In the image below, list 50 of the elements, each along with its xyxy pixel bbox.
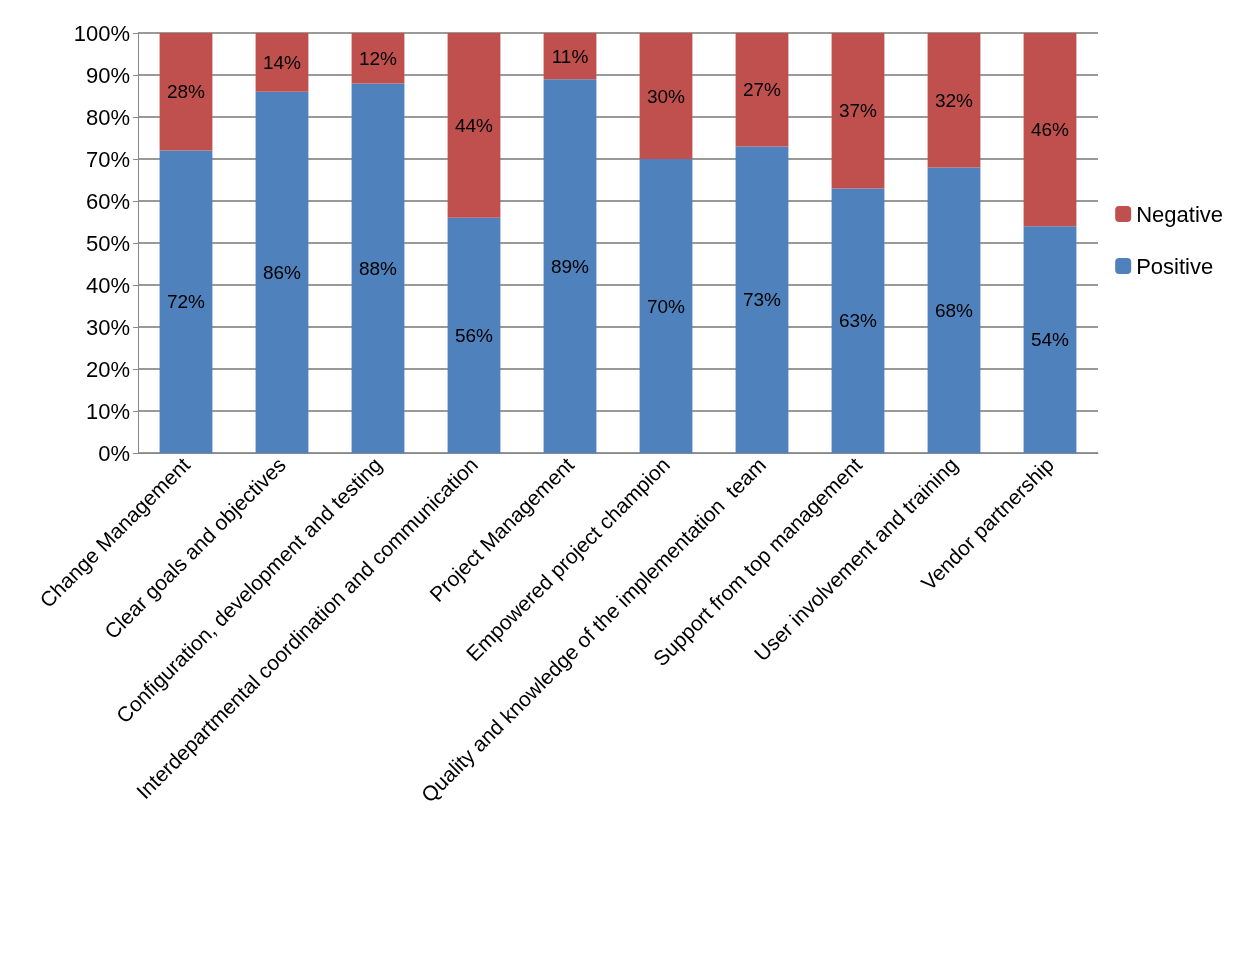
bar	[159, 33, 213, 151]
bar	[639, 159, 693, 453]
bar	[447, 33, 501, 218]
data-label: 44%	[454, 114, 494, 136]
data-label: 30%	[646, 85, 686, 107]
bar	[351, 83, 405, 453]
data-label: 37%	[838, 100, 878, 122]
data-label: 88%	[358, 257, 398, 279]
legend-label: Positive	[1136, 253, 1214, 279]
bar	[447, 217, 501, 453]
y-tick-label: 70%	[85, 146, 130, 172]
data-label: 14%	[262, 51, 302, 73]
data-label: 72%	[166, 291, 206, 313]
bar	[831, 188, 885, 453]
y-tick-label: 60%	[85, 188, 130, 214]
data-label: 11%	[551, 45, 589, 67]
bar	[543, 79, 597, 453]
bar	[735, 33, 789, 147]
y-tick-label: 100%	[73, 20, 130, 46]
y-tick-label: 40%	[85, 272, 130, 298]
data-label: 32%	[934, 89, 974, 111]
data-label: 86%	[262, 261, 302, 283]
bar	[255, 33, 309, 92]
data-label: 73%	[742, 289, 782, 311]
bar	[1023, 33, 1077, 227]
bar	[1023, 226, 1077, 453]
data-label: 46%	[1030, 119, 1070, 141]
data-label: 70%	[646, 295, 686, 317]
data-label: 56%	[454, 324, 494, 346]
bar	[927, 33, 981, 168]
y-tick-label: 20%	[85, 356, 130, 382]
bar	[927, 167, 981, 453]
bar	[639, 33, 693, 159]
y-tick-label: 80%	[85, 104, 130, 130]
data-label: 12%	[358, 47, 398, 69]
data-label: 63%	[838, 310, 878, 332]
y-tick-label: 30%	[85, 314, 130, 340]
data-label: 89%	[550, 255, 590, 277]
y-tick-label: 50%	[85, 230, 130, 256]
bar	[735, 146, 789, 453]
legend-label: Negative	[1136, 201, 1224, 227]
data-label: 68%	[934, 299, 974, 321]
bar	[159, 150, 213, 453]
bar	[255, 91, 309, 453]
bar	[831, 33, 885, 189]
data-label: 28%	[166, 81, 206, 103]
data-label: 54%	[1030, 329, 1070, 351]
y-tick-label: 10%	[85, 398, 130, 424]
data-label: 27%	[742, 79, 782, 101]
y-tick-label: 90%	[85, 62, 130, 88]
